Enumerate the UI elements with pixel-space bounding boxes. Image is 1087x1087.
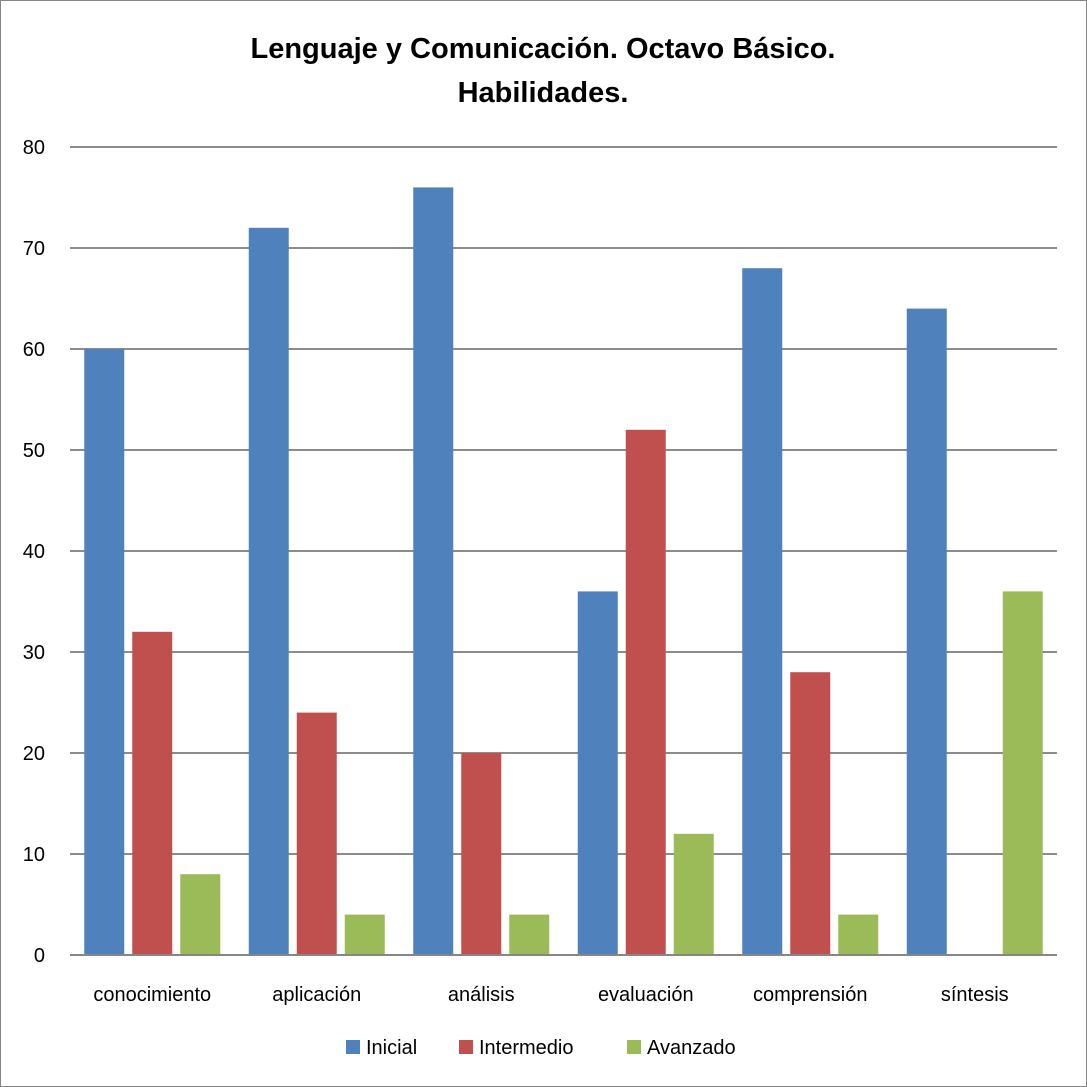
x-category-label: comprensión [753,984,868,1006]
bar-inicial [413,187,454,955]
y-tick-label: 30 [23,642,45,664]
x-category-label: síntesis [941,984,1009,1006]
bar-inicial [84,349,125,955]
bar-avanzado [344,914,385,955]
bar-intermedio [461,753,502,955]
bar-intermedio [132,631,173,955]
chart-title-line: Habilidades. [458,77,629,109]
x-category-label: conocimiento [93,984,211,1006]
bar-avanzado [838,914,879,955]
legend-label: Avanzado [647,1037,736,1059]
bar-intermedio [790,672,831,955]
y-tick-label: 50 [23,440,45,462]
y-tick-label: 10 [23,844,45,866]
bar-avanzado [180,874,221,955]
bar-avanzado [509,914,550,955]
y-tick-label: 70 [23,238,45,260]
bar-avanzado [1002,591,1043,955]
y-tick-label: 40 [23,541,45,563]
x-category-label: evaluación [598,984,694,1006]
bar-inicial [577,591,618,955]
bar-inicial [742,268,783,955]
legend-swatch-avanzado [627,1040,641,1054]
legend-swatch-intermedio [459,1040,473,1054]
x-category-label: análisis [448,984,515,1006]
y-tick-label: 80 [23,137,45,159]
bar-inicial [248,227,289,956]
legend-label: Intermedio [479,1037,574,1059]
chart-title-line: Lenguaje y Comunicación. Octavo Básico. [251,33,836,65]
bar-avanzado [673,833,714,955]
y-tick-label: 20 [23,743,45,765]
x-category-label: aplicación [272,984,361,1006]
y-tick-label: 0 [34,945,45,967]
y-tick-label: 60 [23,339,45,361]
legend-label: Inicial [366,1037,417,1059]
bar-intermedio [625,429,666,955]
bar-intermedio [296,712,337,955]
legend-swatch-inicial [346,1040,360,1054]
bar-inicial [906,308,947,956]
